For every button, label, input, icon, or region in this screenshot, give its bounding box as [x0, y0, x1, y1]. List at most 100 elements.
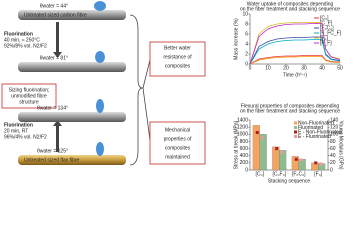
x-tick-label: 50 [337, 65, 343, 71]
center-box-line: Sizing fluorination; [9, 87, 50, 93]
legend-label: [F_F] [320, 40, 332, 46]
legend-label: Fluorinated [298, 125, 323, 131]
y2-tick-label: 140 [330, 117, 339, 123]
center-box-line: unmodified fibre [11, 93, 47, 99]
treatment-line: 40 min, ≈ 250°C [4, 37, 40, 43]
modulus-point [314, 161, 318, 165]
y2-tick-label: 100 [330, 132, 339, 138]
series-line [249, 39, 341, 65]
bar [272, 146, 280, 171]
contact-angle: θwater = 81° [40, 55, 68, 61]
chart-title: on the fiber treatment and stacking sequ… [240, 108, 340, 114]
fibre [18, 10, 126, 20]
brace [129, 14, 144, 166]
x-tick-label: 30 [301, 65, 307, 71]
modulus-point [260, 136, 264, 140]
y-tick-label: 600 [240, 146, 249, 152]
center-box [1, 83, 57, 109]
outcome-line: maintained [165, 154, 190, 160]
y-tick-label: 1400 [237, 117, 248, 123]
x-tick-label: 10 [265, 65, 271, 71]
y-tick-label: 6 [245, 31, 248, 37]
y-tick-label: 2 [245, 51, 248, 57]
series-line [249, 36, 341, 65]
treatment-title: Fluorination [4, 122, 33, 128]
outcome-line: properties of [164, 136, 192, 142]
legend-label: [C₀] [320, 15, 329, 21]
x-axis-label: Time (h⁰·⁵) [283, 72, 308, 78]
treatment-line: 92%/8% vol. N2/F2 [4, 43, 47, 49]
y-tick-label: 1200 [237, 124, 248, 130]
x-tick-label: 40 [319, 65, 325, 71]
fibre-label: Untreated sized carbon fibre [24, 13, 87, 19]
water-drop [94, 1, 106, 11]
y-tick-label: 4 [245, 41, 248, 47]
y-tick-label: 400 [240, 153, 249, 159]
treatment-title: Fluorination [4, 31, 33, 37]
y2-tick-label: 20 [330, 160, 336, 166]
contact-angle: θwater = 125° [37, 148, 68, 154]
y-tick-label: 1000 [237, 132, 248, 138]
outcome-box [149, 121, 206, 165]
legend-label: Non-Fluorinated [298, 120, 334, 126]
water-drop [96, 99, 104, 113]
modulus-point [275, 147, 279, 151]
y2-tick-label: 0 [330, 167, 333, 173]
graphical-abstract: Untreated sized carbon fibre θwater = 44°… [1, 1, 344, 184]
chart-title: Water uptake of composites depending [247, 1, 334, 7]
y2-tick-label: 40 [330, 153, 336, 159]
modulus-point [319, 162, 323, 166]
y-tick-label: 0 [245, 61, 248, 67]
legend-label: [C_F] [320, 20, 333, 26]
fibre [18, 155, 126, 165]
contact-angle: θwater = 134° [37, 105, 68, 111]
y-tick-label: 200 [240, 160, 249, 166]
x-tick-label: [C₀F₀] [272, 171, 286, 177]
y2-axis-label: Young Modulus (GPa) [338, 120, 344, 169]
x-tick-label: [F₀] [314, 171, 323, 177]
legend-swatch [294, 126, 297, 129]
modulus-point [294, 157, 298, 161]
legend-label: E - Fluorinated [298, 134, 331, 140]
chart-title: on the fiber treatment and stacking sequ… [240, 6, 340, 12]
bar [259, 134, 267, 171]
y-tick-label: 8 [245, 21, 248, 27]
arrows [53, 22, 62, 152]
y-tick-label: 10 [242, 11, 248, 17]
outcome-line: composites [165, 145, 191, 151]
y-axis-label: Mass increase (%) [233, 18, 239, 60]
y-axis-label: Stress at break (MPa) [233, 120, 239, 169]
x-tick-label: 20 [283, 65, 289, 71]
modulus-point [255, 131, 259, 134]
outcome-line: composites [165, 63, 191, 69]
y-tick-label: 0 [245, 167, 248, 173]
contact-angle: θwater = 44° [40, 3, 68, 9]
fibre [18, 112, 126, 122]
treatment-line: 96%/4% vol. N2/F2 [4, 134, 47, 140]
legend-swatch [294, 130, 297, 134]
modulus-point [299, 158, 303, 162]
center-box-line: structure [19, 99, 39, 105]
outcome-line: Mechanical [165, 127, 190, 133]
outcome-box [149, 41, 206, 77]
water-drop [95, 51, 105, 63]
legend-swatch [294, 135, 297, 138]
treatment-line: 20 min, RT [4, 128, 28, 134]
modulus-point [280, 150, 284, 154]
x-tick-label: 0 [249, 65, 252, 71]
water-drop [96, 142, 104, 156]
brace-links [142, 59, 151, 141]
bar [279, 150, 287, 171]
x-tick-label: [F₀C₀] [292, 171, 306, 177]
series-line [249, 55, 341, 65]
chart-title: Flexural properties of composites depend… [241, 103, 340, 109]
outcome-line: Better water [164, 45, 191, 51]
legend-label: E - Non-Fluorinated [298, 129, 342, 135]
y2-tick-label: 60 [330, 146, 336, 152]
y2-tick-label: 120 [330, 124, 339, 130]
legend-label: [F₀C₀] [320, 25, 334, 31]
x-tick-label: [C₀] [256, 171, 265, 177]
fibre [18, 62, 126, 72]
outcome-line: resistance of [163, 54, 192, 60]
series-line [249, 56, 341, 65]
